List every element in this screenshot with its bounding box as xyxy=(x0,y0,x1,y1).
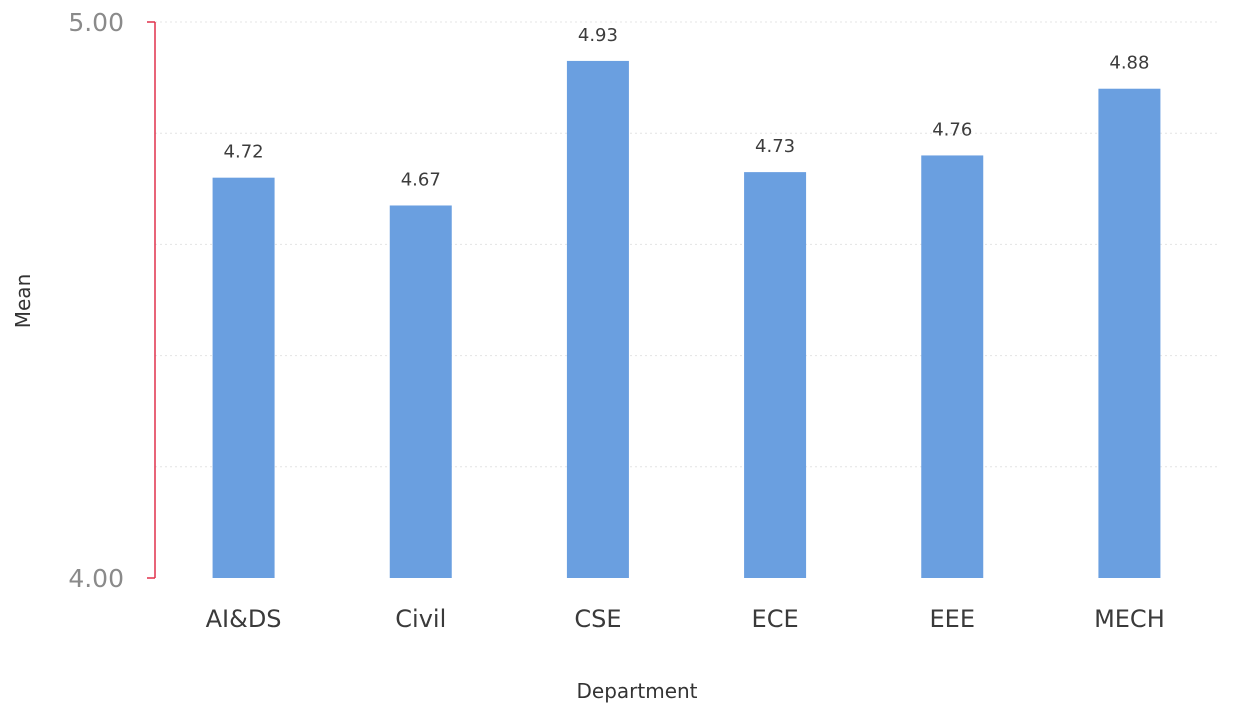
y-axis-ticks: 5.00 4.00 xyxy=(68,8,124,593)
data-label: 4.93 xyxy=(578,25,618,46)
x-axis-ticks: AI&DS Civil CSE ECE EEE MECH xyxy=(206,605,1165,633)
gridlines xyxy=(155,21,1218,468)
data-label: 4.73 xyxy=(755,136,795,157)
data-label: 4.67 xyxy=(401,169,441,190)
data-label: 4.72 xyxy=(224,142,264,163)
bar-cse xyxy=(566,60,629,579)
bar-civil xyxy=(389,205,452,579)
bar-eee xyxy=(921,155,984,578)
x-tick-label: MECH xyxy=(1094,605,1165,633)
data-labels: 4.72 4.67 4.93 4.73 4.76 4.88 xyxy=(224,25,1150,191)
bars xyxy=(212,60,1161,579)
x-tick-label: AI&DS xyxy=(206,605,282,633)
x-axis-title: Department xyxy=(576,679,697,703)
y-axis-title: Mean xyxy=(11,274,35,329)
y-axis xyxy=(147,21,156,579)
y-tick-label: 5.00 xyxy=(68,8,124,37)
bar-mech xyxy=(1098,88,1161,578)
x-tick-label: EEE xyxy=(930,605,976,633)
data-label: 4.88 xyxy=(1109,53,1149,74)
y-tick-label: 4.00 xyxy=(68,564,124,593)
x-tick-label: Civil xyxy=(395,605,446,633)
x-tick-label: CSE xyxy=(574,605,621,633)
bar-ece xyxy=(744,172,807,578)
data-label: 4.76 xyxy=(932,119,972,140)
x-tick-label: ECE xyxy=(752,605,799,633)
bar-ai-ds xyxy=(212,177,275,578)
